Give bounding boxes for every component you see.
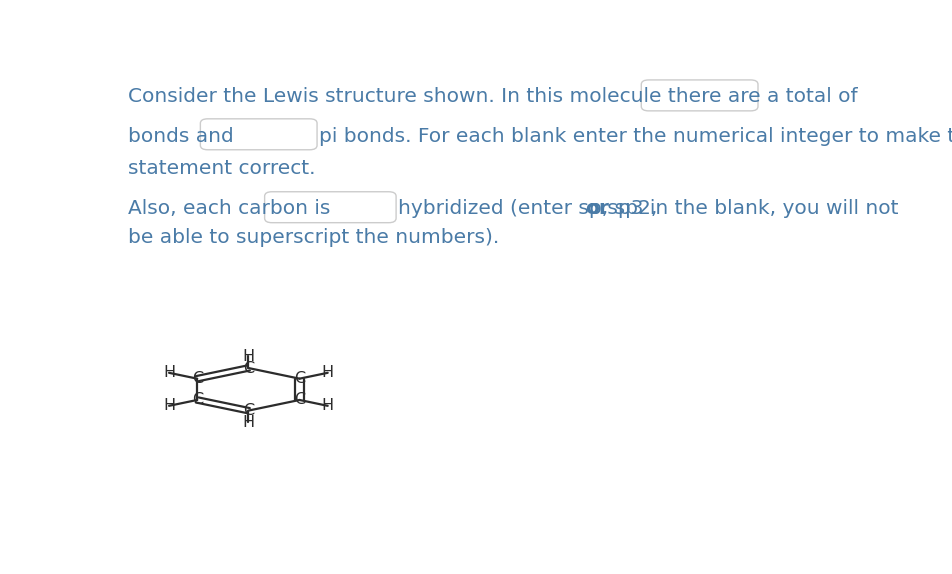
Text: Also, each carbon is: Also, each carbon is [128,200,330,219]
FancyBboxPatch shape [265,192,396,223]
Text: Consider the Lewis structure shown. In this molecule there are a total of: Consider the Lewis structure shown. In t… [128,87,857,106]
Text: C: C [243,403,253,418]
Text: C: C [191,393,203,408]
Text: C: C [293,371,305,386]
Text: bonds and: bonds and [128,126,233,146]
Text: pi bonds. For each blank enter the numerical integer to make the: pi bonds. For each blank enter the numer… [318,126,952,146]
Text: H: H [242,415,254,430]
Text: C: C [243,360,253,375]
Text: or: or [585,200,608,219]
Text: H: H [163,398,175,413]
Text: C: C [191,371,203,386]
Text: hybridized (enter sp, sp2,: hybridized (enter sp, sp2, [398,200,664,219]
FancyBboxPatch shape [641,80,757,111]
Text: C: C [293,393,305,408]
Text: H: H [321,365,333,381]
Text: H: H [321,398,333,413]
Text: statement correct.: statement correct. [128,159,315,178]
FancyBboxPatch shape [200,119,317,150]
Text: sp3 in the blank, you will not: sp3 in the blank, you will not [601,200,898,219]
Text: be able to superscript the numbers).: be able to superscript the numbers). [128,228,499,247]
Text: H: H [163,365,175,381]
Text: H: H [242,349,254,364]
